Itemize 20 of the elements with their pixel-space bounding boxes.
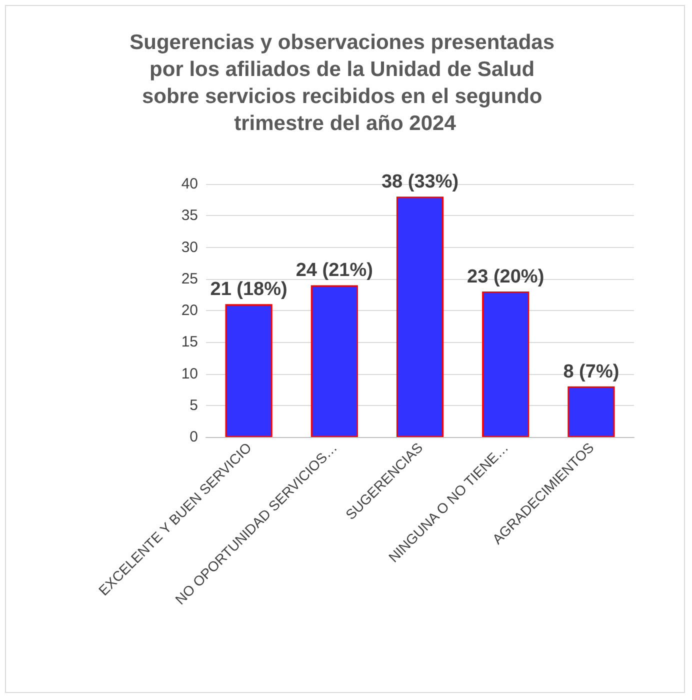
bar (568, 386, 615, 437)
data-label: 21 (18%) (210, 279, 288, 300)
data-label: 38 (33%) (381, 172, 459, 193)
y-tick-label: 10 (181, 365, 198, 382)
bar (225, 304, 272, 437)
y-tick-label: 25 (181, 270, 198, 288)
data-label: 24 (21%) (296, 260, 373, 282)
y-tick-label: 30 (181, 238, 198, 256)
y-tick-label: 0 (190, 428, 198, 446)
chart-title: Sugerencias y observaciones presentadas por los afiliados de la Unidad de Salud sobre servicios recibidos en el segundo trimestre del año 2024 (130, 31, 560, 135)
data-label: 8 (7%) (563, 361, 620, 382)
y-tick-label: 40 (181, 176, 198, 192)
bar (482, 292, 530, 437)
y-tick-label: 5 (190, 396, 198, 414)
bar (310, 285, 358, 437)
y-tick-label: 20 (181, 302, 198, 319)
data-label: 23 (20%) (467, 266, 544, 288)
y-tick-label: 15 (181, 334, 198, 351)
y-tick-label: 35 (181, 207, 198, 224)
bar (396, 196, 444, 437)
